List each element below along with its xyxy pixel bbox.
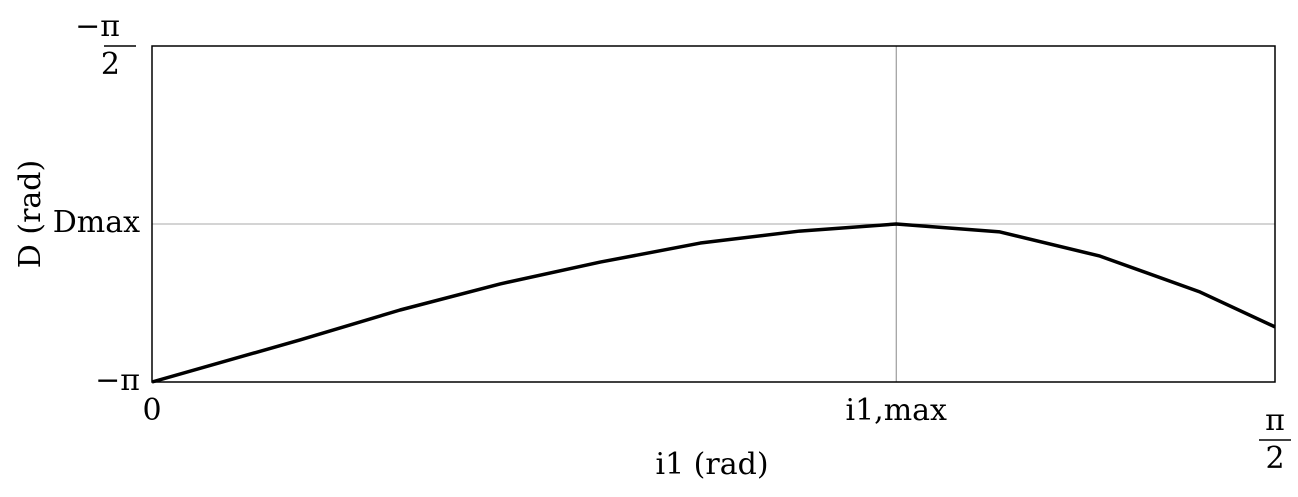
y-tick-label: −π 2 xyxy=(75,9,120,82)
line-series xyxy=(151,222,1276,384)
x-axis-label: i1 (rad) xyxy=(655,447,768,482)
y-tick-label: −π xyxy=(95,363,140,398)
y-tick-label: Dmax xyxy=(53,205,140,240)
x-tick-label: i1,max xyxy=(845,393,947,428)
y-axis-label: D (rad) xyxy=(13,160,48,268)
plot-frame xyxy=(151,45,1276,383)
x-tick-label: 0 xyxy=(142,393,161,428)
